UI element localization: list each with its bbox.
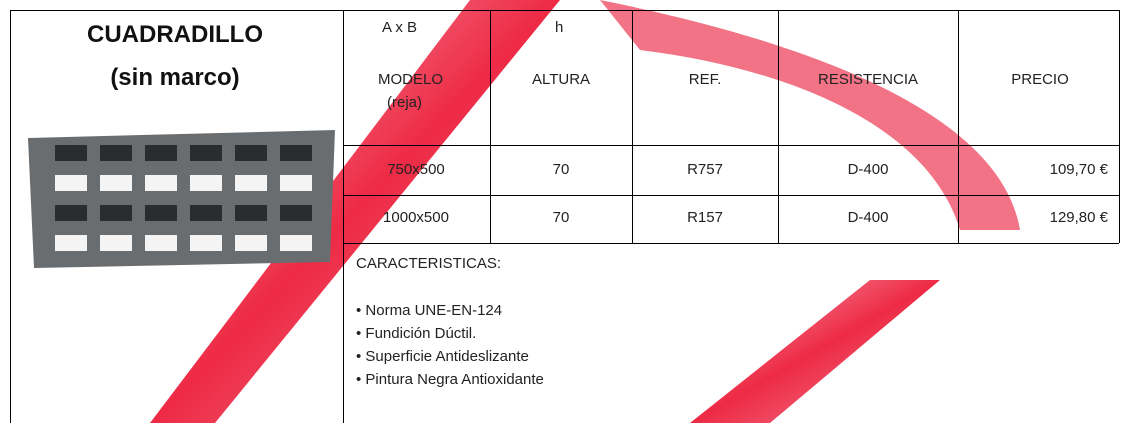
grating-hole: [190, 145, 222, 161]
cell: A x B: [382, 19, 418, 36]
grating-hole: [235, 205, 267, 221]
cell: D-400: [847, 209, 889, 226]
grating-hole: [55, 235, 87, 251]
watermark: [690, 280, 940, 423]
grating-hole: [280, 175, 312, 191]
cell: 129,80 €: [1049, 209, 1108, 226]
header-note: (reja): [387, 94, 423, 111]
grating-hole: [235, 235, 267, 251]
list-item: • Fundición Dúctil.: [356, 325, 477, 342]
header-cell: PRECIO: [1011, 71, 1069, 88]
grating-hole: [100, 205, 132, 221]
watermark: [150, 0, 560, 423]
grating-hole: [145, 145, 177, 161]
cell: 70: [552, 161, 570, 178]
grating-hole: [235, 145, 267, 161]
grating-hole: [190, 205, 222, 221]
grating-hole: [280, 205, 312, 221]
grating-image: [28, 130, 335, 268]
grating-hole: [235, 175, 267, 191]
grating-hole: [100, 175, 132, 191]
header-cell: ALTURA: [531, 71, 591, 88]
cell: R157: [687, 209, 723, 226]
grating-hole: [190, 235, 222, 251]
watermark: [600, 0, 1020, 230]
grating-hole: [55, 205, 87, 221]
table-lines: [10, 10, 1120, 423]
cell: h: [555, 19, 564, 36]
grating-hole: [100, 145, 132, 161]
title: (sin marco): [110, 64, 240, 91]
cell: D-400: [847, 161, 889, 178]
grating-hole: [280, 235, 312, 251]
grating-hole: [190, 175, 222, 191]
cell: R757: [687, 161, 723, 178]
header-cell: RESISTENCIA: [817, 71, 919, 88]
grating-hole: [145, 205, 177, 221]
heading: CARACTERISTICAS:: [356, 255, 502, 272]
cell: 750x500: [387, 161, 445, 178]
list-item: • Pintura Negra Antioxidante: [356, 371, 544, 388]
cell: 70: [552, 209, 570, 226]
header-cell: REF.: [688, 71, 722, 88]
grating-hole: [100, 235, 132, 251]
list-item: • Norma UNE-EN-124: [356, 302, 503, 319]
grating-hole: [145, 175, 177, 191]
grating-hole: [55, 175, 87, 191]
cell: 1000x500: [383, 209, 449, 226]
list-item: • Superficie Antideslizante: [356, 348, 529, 365]
cell: 109,70 €: [1049, 161, 1108, 178]
header-cell: MODELO: [378, 71, 444, 88]
grating-hole: [145, 235, 177, 251]
title: CUADRADILLO: [87, 21, 263, 48]
grating-hole: [280, 145, 312, 161]
grating-hole: [55, 145, 87, 161]
